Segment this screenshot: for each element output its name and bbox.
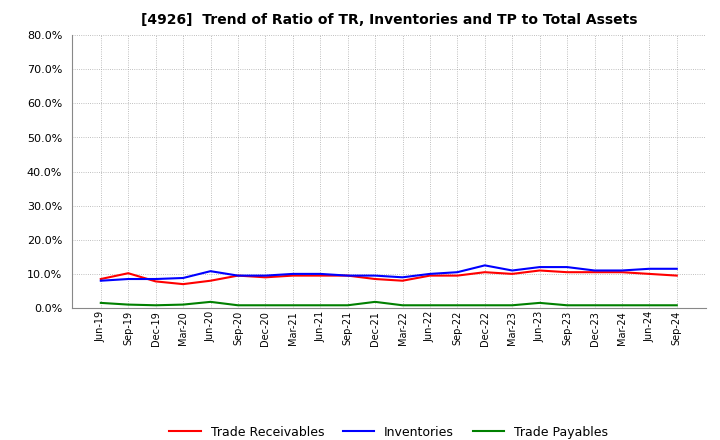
Inventories <box>453 270 462 275</box>
Line: Trade Receivables: Trade Receivables <box>101 271 677 284</box>
Trade Payables <box>672 303 681 308</box>
Trade Receivables <box>508 271 516 276</box>
Trade Receivables <box>316 273 325 278</box>
Trade Payables <box>371 299 379 304</box>
Trade Receivables <box>124 271 132 276</box>
Trade Receivables <box>371 276 379 282</box>
Trade Payables <box>206 299 215 304</box>
Inventories <box>563 264 572 270</box>
Trade Receivables <box>398 278 407 283</box>
Trade Payables <box>508 303 516 308</box>
Inventories <box>536 264 544 270</box>
Trade Receivables <box>618 270 626 275</box>
Trade Receivables <box>261 275 270 280</box>
Trade Receivables <box>233 273 242 278</box>
Trade Payables <box>124 302 132 307</box>
Inventories <box>371 273 379 278</box>
Inventories <box>289 271 297 276</box>
Trade Receivables <box>206 278 215 283</box>
Trade Receivables <box>426 273 434 278</box>
Trade Receivables <box>590 270 599 275</box>
Trade Receivables <box>672 273 681 278</box>
Inventories <box>508 268 516 273</box>
Trade Receivables <box>480 270 489 275</box>
Inventories <box>590 268 599 273</box>
Trade Payables <box>480 303 489 308</box>
Trade Receivables <box>343 273 352 278</box>
Trade Receivables <box>289 273 297 278</box>
Trade Payables <box>343 303 352 308</box>
Inventories <box>618 268 626 273</box>
Line: Inventories: Inventories <box>101 265 677 281</box>
Trade Payables <box>618 303 626 308</box>
Trade Payables <box>590 303 599 308</box>
Inventories <box>480 263 489 268</box>
Legend: Trade Receivables, Inventories, Trade Payables: Trade Receivables, Inventories, Trade Pa… <box>164 421 613 440</box>
Trade Receivables <box>151 279 160 284</box>
Inventories <box>672 266 681 271</box>
Trade Payables <box>398 303 407 308</box>
Trade Receivables <box>536 268 544 273</box>
Trade Payables <box>261 303 270 308</box>
Trade Payables <box>96 300 105 305</box>
Trade Payables <box>151 303 160 308</box>
Trade Receivables <box>96 276 105 282</box>
Inventories <box>426 271 434 276</box>
Trade Payables <box>563 303 572 308</box>
Trade Receivables <box>453 273 462 278</box>
Inventories <box>316 271 325 276</box>
Trade Payables <box>233 303 242 308</box>
Trade Payables <box>316 303 325 308</box>
Inventories <box>96 278 105 283</box>
Inventories <box>206 268 215 274</box>
Title: [4926]  Trend of Ratio of TR, Inventories and TP to Total Assets: [4926] Trend of Ratio of TR, Inventories… <box>140 13 637 27</box>
Inventories <box>343 273 352 278</box>
Inventories <box>179 275 187 281</box>
Inventories <box>124 276 132 282</box>
Trade Receivables <box>563 270 572 275</box>
Inventories <box>151 276 160 282</box>
Inventories <box>645 266 654 271</box>
Trade Receivables <box>179 282 187 287</box>
Inventories <box>398 275 407 280</box>
Trade Payables <box>645 303 654 308</box>
Inventories <box>233 273 242 278</box>
Trade Receivables <box>645 271 654 276</box>
Trade Payables <box>453 303 462 308</box>
Trade Payables <box>426 303 434 308</box>
Trade Payables <box>179 302 187 307</box>
Trade Payables <box>289 303 297 308</box>
Inventories <box>261 273 270 278</box>
Line: Trade Payables: Trade Payables <box>101 302 677 305</box>
Trade Payables <box>536 300 544 305</box>
